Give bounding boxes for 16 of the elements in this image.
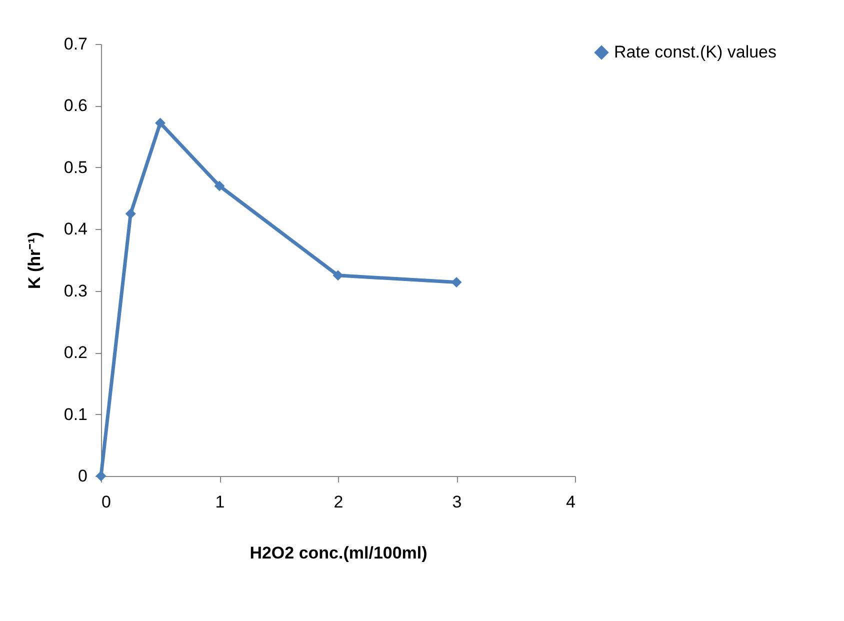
- y-tick-label: 0.3: [64, 281, 88, 300]
- y-tick-label: 0: [78, 466, 88, 486]
- y-axis-title: K (hr⁻¹): [24, 232, 44, 289]
- x-tick-label: 1: [215, 492, 225, 512]
- x-tick-label: 2: [334, 492, 344, 512]
- y-tick-label: 0.5: [64, 158, 88, 177]
- x-tick-label: 3: [452, 492, 462, 512]
- y-tick-label: 0.6: [64, 96, 88, 116]
- x-tick-label: 4: [566, 492, 576, 512]
- x-axis-title: H2O2 conc.(ml/100ml): [250, 544, 428, 562]
- y-tick-label: 0.7: [64, 34, 88, 54]
- y-tick-label: 0.2: [64, 343, 88, 362]
- x-tick-label: 0: [102, 492, 111, 512]
- y-tick-label: 0.4: [64, 220, 88, 239]
- y-tick-label: 0.1: [64, 404, 88, 424]
- legend-label: Rate const.(K) values: [614, 42, 777, 62]
